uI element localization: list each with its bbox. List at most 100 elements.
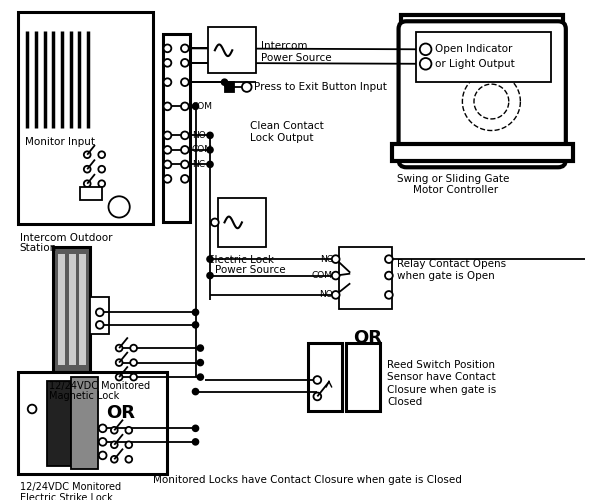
Circle shape [96,308,104,316]
Circle shape [193,439,198,445]
Circle shape [163,78,171,86]
Text: COM: COM [312,271,333,280]
Bar [71,377,98,469]
Circle shape [181,146,189,154]
Text: NC: NC [192,160,204,169]
Circle shape [131,359,137,366]
Circle shape [193,310,198,315]
Circle shape [108,196,130,218]
Text: Sensor have Contact: Sensor have Contact [387,372,496,382]
Text: Swing or Sliding Gate: Swing or Sliding Gate [396,174,509,184]
Circle shape [116,374,123,380]
FancyBboxPatch shape [399,22,566,168]
Bar [225,82,234,92]
Circle shape [181,102,189,110]
Circle shape [181,175,189,182]
Circle shape [420,44,432,55]
Circle shape [207,256,213,262]
Text: Monitor Input: Monitor Input [26,137,95,147]
Circle shape [98,180,105,187]
Circle shape [313,392,321,400]
Text: OR: OR [107,404,135,422]
Circle shape [116,359,123,366]
Circle shape [99,424,107,432]
Text: Closed: Closed [387,397,422,407]
Circle shape [197,360,203,366]
Text: 12/24VDC Monitored: 12/24VDC Monitored [20,482,120,492]
Circle shape [193,104,198,110]
Circle shape [197,374,203,380]
Circle shape [163,59,171,66]
Circle shape [207,147,213,153]
Circle shape [207,132,213,138]
Circle shape [207,162,213,168]
Circle shape [163,102,171,110]
Circle shape [111,427,117,434]
Circle shape [131,374,137,380]
Text: when gate is Open: when gate is Open [396,270,494,280]
Bar [69,254,76,364]
Bar [402,14,563,150]
Circle shape [125,442,132,448]
Text: 12/24VDC Monitored: 12/24VDC Monitored [48,381,150,391]
Circle shape [181,160,189,168]
Bar [208,27,256,74]
Circle shape [163,132,171,139]
Circle shape [222,80,228,85]
Text: Lock Output: Lock Output [250,134,313,143]
Bar [339,246,392,310]
Bar [308,343,342,411]
Circle shape [116,344,123,352]
Circle shape [163,146,171,154]
Circle shape [98,166,105,172]
Circle shape [385,291,393,299]
Text: NC: NC [320,254,333,264]
Circle shape [96,321,104,328]
Circle shape [385,272,393,280]
Bar [416,32,551,82]
Text: COM: COM [192,146,213,154]
Circle shape [125,456,132,462]
Text: Monitored Locks have Contact Closure when gate is Closed: Monitored Locks have Contact Closure whe… [153,474,462,484]
Text: Motor Controller: Motor Controller [413,184,498,194]
Bar [392,144,573,162]
Circle shape [193,426,198,431]
Circle shape [181,59,189,66]
Circle shape [211,218,219,226]
Bar [80,186,102,200]
Text: Power Source: Power Source [215,265,285,275]
Bar [79,254,86,364]
Circle shape [385,256,393,263]
Circle shape [84,166,91,172]
Bar [218,198,266,246]
Circle shape [99,452,107,460]
Text: Open Indicator: Open Indicator [435,44,513,54]
Circle shape [181,44,189,52]
Bar [54,246,90,372]
Text: Clean Contact: Clean Contact [250,120,324,130]
Circle shape [125,427,132,434]
Text: Magnetic Lock: Magnetic Lock [48,392,119,402]
Text: or Light Output: or Light Output [435,59,515,69]
Circle shape [207,272,213,278]
Text: Power Source: Power Source [261,53,332,63]
Bar [346,343,380,411]
Text: Reed Switch Position: Reed Switch Position [387,360,495,370]
Circle shape [28,404,36,413]
Circle shape [84,180,91,187]
Bar [163,34,190,222]
Text: NO: NO [192,131,206,140]
Text: Electric Lock: Electric Lock [208,255,274,265]
Circle shape [181,132,189,139]
Circle shape [131,344,137,352]
Bar [18,372,167,474]
Circle shape [420,58,432,70]
Bar [18,12,153,224]
Circle shape [98,152,105,158]
Circle shape [332,272,340,280]
Circle shape [163,175,171,182]
Text: Intercom: Intercom [261,42,308,51]
Text: Press to Exit Button Input: Press to Exit Button Input [254,82,387,92]
Text: OR: OR [353,330,382,347]
Circle shape [197,345,203,351]
